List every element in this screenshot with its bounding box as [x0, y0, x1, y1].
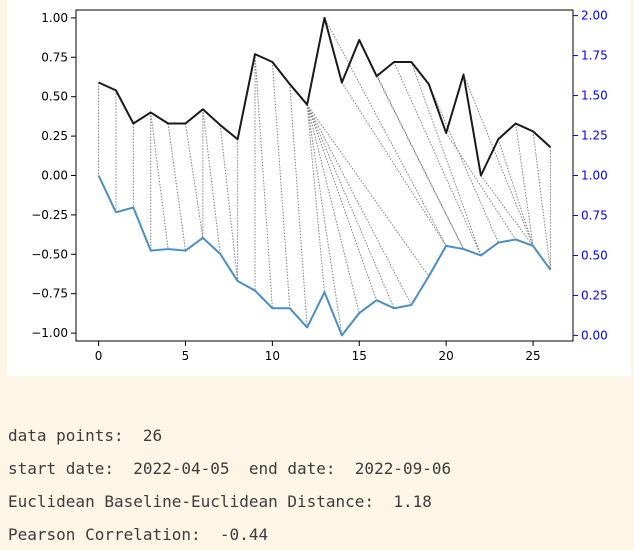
y-left-tick-label-8: −1.00	[31, 326, 68, 340]
alignment-connector-12	[254, 54, 273, 309]
alignment-connector-16	[306, 104, 343, 336]
series-2-line	[97, 175, 552, 337]
y-axis-right: 2.00 1.75 1.50 1.25 1.00 0.75 0.50 0.25 0.00	[573, 9, 608, 342]
y-right-tick-label-4: 1.00	[581, 169, 608, 183]
data-points-label: data points:	[8, 426, 124, 445]
y-right-tick-label-8: 0.00	[581, 328, 608, 342]
alignment-connector-9	[219, 125, 239, 282]
alignment-connector-6	[184, 123, 204, 238]
x-axis: 0 5 10 15 20 25	[95, 341, 541, 363]
alignment-connector-30	[463, 74, 534, 247]
alignment-connector-18	[306, 104, 378, 301]
dtw-alignment-chart: 0 5 10 15 20 25 1.00 0.75 0.50 0.25 0.00 −0.25 −0.5…	[31, 9, 608, 363]
alignment-connector-19	[306, 104, 395, 309]
x-tick-label-25: 25	[525, 349, 540, 363]
y-left-tick-label-3: 0.25	[41, 129, 68, 143]
y-right-tick-label-6: 0.50	[581, 248, 608, 262]
alignment-connector-4	[150, 112, 169, 250]
alignment-connectors	[98, 17, 551, 336]
alignment-connector-32	[497, 139, 534, 247]
distance-line: Euclidean Baseline-Euclidean Distance: 1…	[8, 492, 432, 512]
series-lines	[97, 16, 552, 337]
end-date-label: end date:	[248, 459, 336, 478]
alignment-connector-34	[532, 131, 551, 270]
alignment-connector-8	[202, 109, 221, 254]
y-left-tick-label-7: −0.75	[31, 287, 68, 301]
x-tick-label-0: 0	[95, 349, 103, 363]
alignment-connector-14	[289, 84, 308, 328]
pearson-line: Pearson Correlation: -0.44	[8, 525, 268, 545]
y-left-tick-label-2: 0.50	[41, 90, 68, 104]
y-left-tick-label-6: −0.50	[31, 247, 68, 261]
alignment-connector-26	[393, 61, 482, 256]
data-points-line: data points: 26	[8, 426, 162, 446]
distance-label: Euclidean Baseline-Euclidean Distance:	[8, 492, 375, 511]
x-tick-label-5: 5	[182, 349, 190, 363]
end-date-value: 2022-09-06	[354, 459, 452, 478]
alignment-connector-21	[306, 104, 430, 277]
y-right-tick-label-3: 1.25	[581, 129, 608, 143]
start-date-value: 2022-04-05	[133, 459, 230, 478]
y-right-tick-label-2: 1.50	[581, 89, 608, 103]
distance-value: 1.18	[393, 492, 432, 511]
y-axis-left: 1.00 0.75 0.50 0.25 0.00 −0.25 −0.50 −0.75 −1.00	[31, 11, 76, 340]
y-left-tick-label-0: 1.00	[41, 11, 68, 25]
y-right-tick-label-1: 1.75	[581, 49, 608, 63]
alignment-connector-28	[428, 83, 499, 243]
y-right-tick-label-5: 0.75	[581, 208, 608, 222]
alignment-connector-15	[306, 104, 325, 293]
data-points-value: 26	[142, 426, 163, 445]
series-1-line	[98, 16, 552, 177]
y-right-tick-label-7: 0.25	[581, 288, 608, 302]
x-tick-label-20: 20	[439, 349, 454, 363]
pearson-value: -0.44	[219, 525, 269, 544]
start-date-label: start date:	[8, 459, 114, 478]
pearson-label: Pearson Correlation:	[8, 525, 201, 544]
y-right-tick-label-0: 2.00	[581, 9, 608, 23]
alignment-connector-23	[341, 82, 447, 247]
alignment-connector-31	[480, 175, 534, 247]
x-tick-label-10: 10	[265, 349, 280, 363]
alignment-connector-5	[167, 123, 186, 251]
y-left-tick-label-5: −0.25	[31, 208, 68, 222]
alignment-connector-27	[410, 61, 482, 256]
alignment-connector-29	[445, 132, 517, 240]
alignment-connector-22	[324, 17, 447, 247]
y-left-tick-label-1: 0.75	[41, 50, 68, 64]
alignment-connector-33	[515, 123, 534, 246]
plot-panel: 0 5 10 15 20 25 1.00 0.75 0.50 0.25 0.00 −0.25 −0.5…	[7, 0, 631, 376]
date-range-line: start date: 2022-04-05 end date: 2022-09…	[8, 459, 451, 479]
alignment-connector-25	[376, 75, 464, 250]
alignment-connector-13	[271, 61, 291, 309]
x-tick-label-15: 15	[352, 349, 367, 363]
y-left-tick-label-4: 0.00	[41, 169, 68, 183]
alignment-connector-17	[306, 104, 360, 314]
